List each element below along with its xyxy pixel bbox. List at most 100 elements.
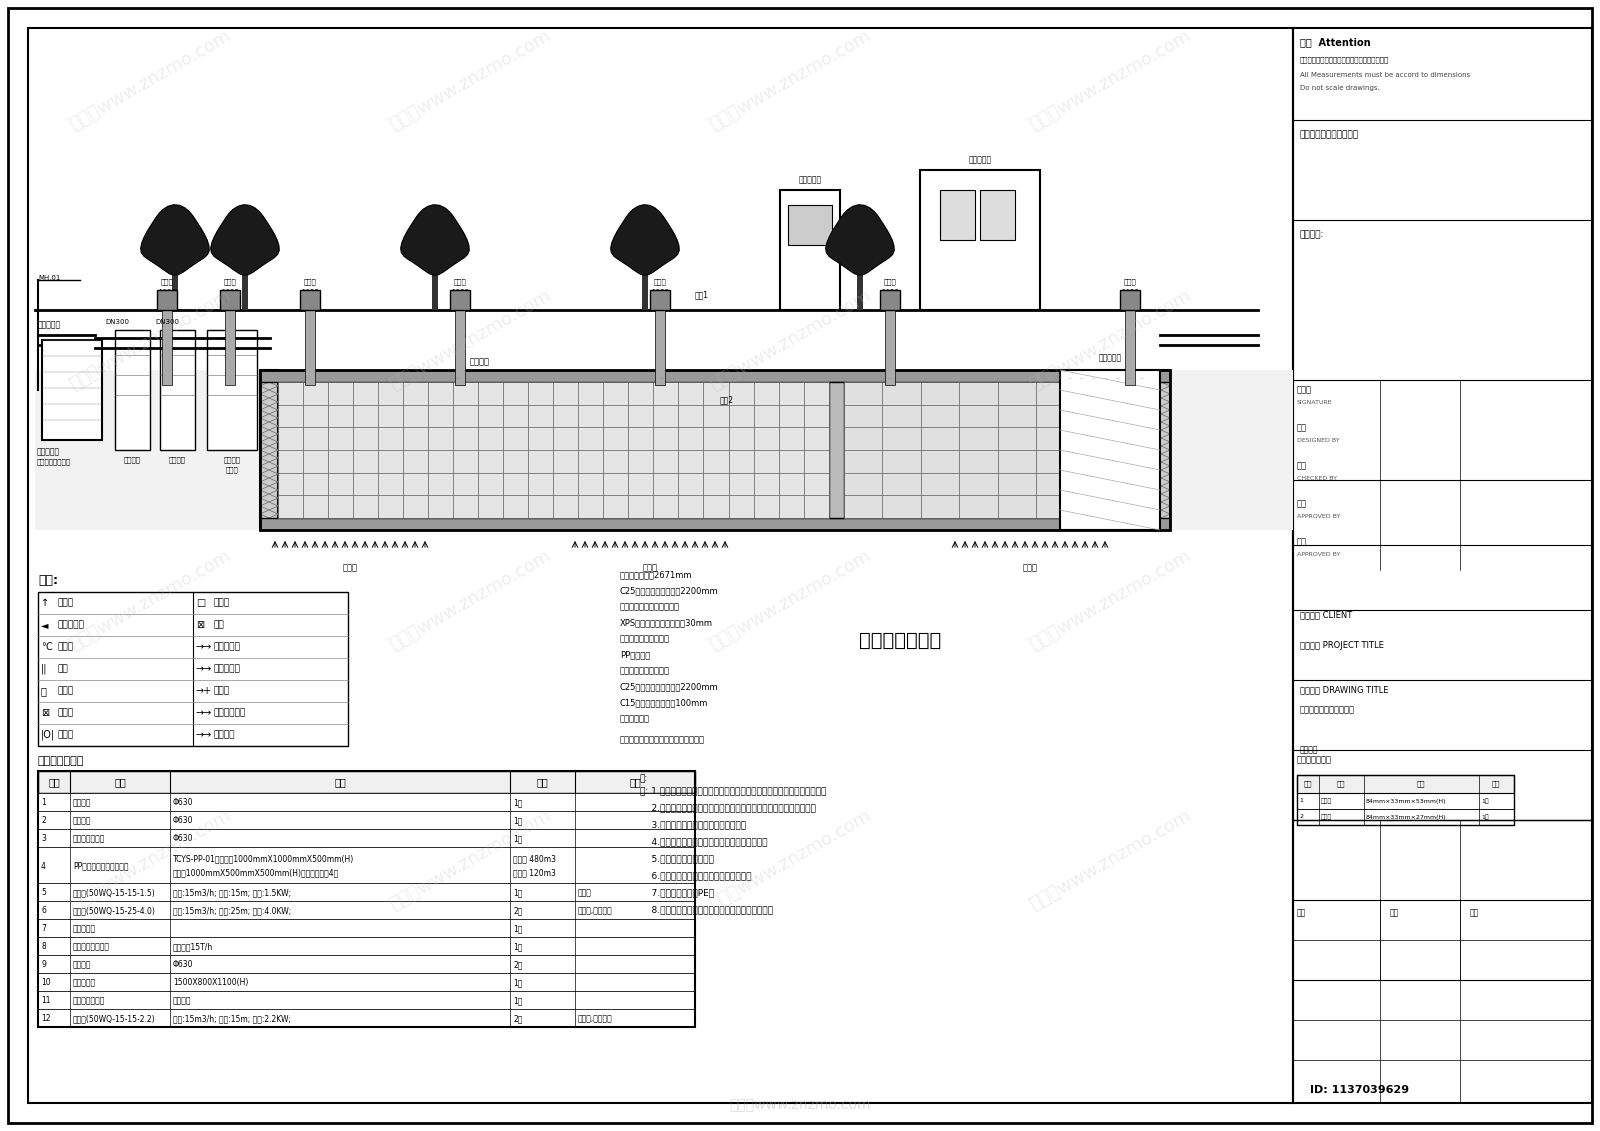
Bar [354, 473, 378, 495]
Text: 弃流装置: 弃流装置 [74, 817, 91, 826]
Text: 设计字: 设计字 [1298, 386, 1312, 395]
Text: 4.本系统球竪工，并应设计配合认后方可施工。: 4.本系统球竪工，并应设计配合认后方可施工。 [640, 837, 768, 846]
Text: ⊠: ⊠ [42, 708, 50, 718]
Text: 知天网www.znzmo.com: 知天网www.znzmo.com [1026, 806, 1194, 914]
Text: 回用泵: 回用泵 [1022, 563, 1037, 572]
Bar [960, 495, 998, 518]
Bar [885, 310, 894, 385]
Bar [354, 495, 378, 518]
Text: 1套: 1套 [514, 996, 522, 1005]
Text: 检修口: 检修口 [1123, 278, 1136, 285]
Bar [302, 450, 328, 473]
Text: 5.设备间内有防潮措施。: 5.设备间内有防潮措施。 [640, 855, 714, 863]
Bar [115, 330, 150, 450]
Text: .: . [517, 371, 520, 381]
Text: 2台: 2台 [514, 1015, 522, 1024]
Bar [1075, 405, 1114, 428]
Bar [704, 382, 728, 405]
Text: .: . [973, 371, 976, 381]
Text: 配套交献: 配套交献 [173, 996, 192, 1005]
Text: →→: →→ [195, 642, 213, 651]
Text: 8.弃流量不具备弃至其他管道，则就地入渗弃流。: 8.弃流量不具备弃至其他管道，则就地入渗弃流。 [640, 906, 773, 915]
Bar [528, 473, 554, 495]
Bar [259, 370, 1170, 530]
Text: 5: 5 [42, 888, 46, 897]
Text: .: . [637, 371, 640, 381]
Text: .: . [829, 371, 832, 381]
Text: .: . [373, 371, 376, 381]
Text: .: . [312, 371, 315, 381]
Text: 项目名称 PROJECT TITLE: 项目名称 PROJECT TITLE [1299, 640, 1384, 649]
Text: （甲方土建提供）: （甲方土建提供） [37, 459, 70, 465]
Text: 流量:15m3/h; 扬程:15m; 功率:2.2KW;: 流量:15m3/h; 扬程:15m; 功率:2.2KW; [173, 1015, 291, 1024]
Text: 12: 12 [42, 1015, 51, 1024]
Text: 备注: 备注 [1491, 780, 1501, 787]
Text: .: . [661, 371, 664, 381]
Bar [858, 271, 862, 310]
Text: 复合滤过滤装置: 复合滤过滤装置 [74, 834, 106, 843]
Text: 截污泵: 截污泵 [342, 563, 357, 572]
Bar [920, 450, 960, 473]
Text: .: . [1056, 371, 1059, 381]
Bar [578, 428, 603, 450]
Bar [1298, 793, 1514, 809]
Text: 检修口: 检修口 [883, 278, 896, 285]
Bar [226, 310, 235, 385]
Bar [173, 271, 178, 310]
Text: MH.01: MH.01 [38, 275, 61, 280]
Bar [429, 450, 453, 473]
Bar [403, 450, 429, 473]
Text: 1: 1 [42, 798, 46, 808]
Text: 1套: 1套 [514, 924, 522, 933]
Bar [1037, 382, 1075, 405]
Text: .: . [504, 371, 507, 381]
Text: .: . [552, 371, 555, 381]
Text: .: . [349, 371, 352, 381]
Bar [920, 495, 960, 518]
Bar [678, 450, 704, 473]
Text: Φ630: Φ630 [173, 798, 194, 808]
Text: Φ630: Φ630 [173, 817, 194, 826]
Text: 回用泵(50WQ-15-25-4.0): 回用泵(50WQ-15-25-4.0) [74, 906, 155, 915]
Bar [779, 473, 803, 495]
Bar [678, 428, 704, 450]
Text: .: . [888, 371, 891, 381]
Bar [653, 450, 678, 473]
Bar [653, 382, 678, 405]
Text: 2: 2 [1299, 814, 1302, 820]
Text: 1个: 1个 [514, 834, 522, 843]
Bar [378, 405, 403, 428]
Bar [629, 405, 653, 428]
Text: 图纸名称 DRAWING TITLE: 图纸名称 DRAWING TITLE [1299, 685, 1389, 694]
Bar [221, 290, 240, 310]
Bar [1075, 495, 1114, 518]
Polygon shape [611, 205, 678, 275]
Text: 雨水回用工艺图: 雨水回用工艺图 [859, 630, 941, 649]
Text: 潜水泵,一用一备: 潜水泵,一用一备 [578, 906, 613, 915]
Text: DESIGNED BY: DESIGNED BY [1298, 438, 1339, 442]
Bar [1075, 382, 1114, 405]
Bar [554, 495, 578, 518]
Text: Φ630: Φ630 [880, 290, 899, 295]
Text: 反冲洗管: 反冲洗管 [213, 731, 235, 740]
Text: .: . [384, 371, 387, 381]
Text: →+: →+ [195, 687, 213, 696]
Bar [42, 340, 102, 440]
Bar [728, 405, 754, 428]
Bar [642, 271, 648, 310]
Bar [998, 405, 1037, 428]
Text: 蝶阀: 蝶阀 [213, 621, 224, 630]
Text: SIGNATURE: SIGNATURE [1298, 399, 1333, 405]
Bar [578, 450, 603, 473]
Bar [478, 382, 504, 405]
Text: 弃流装置: 弃流装置 [168, 457, 186, 464]
Text: Φ630: Φ630 [301, 290, 320, 295]
Bar [882, 428, 920, 450]
Text: 1批: 1批 [1482, 814, 1488, 820]
Bar [653, 405, 678, 428]
Text: 砖砌设备间: 砖砌设备间 [968, 155, 992, 164]
Text: .: . [912, 371, 915, 381]
Bar [35, 370, 1293, 530]
Text: 知天网www.znzmo.com: 知天网www.znzmo.com [66, 286, 234, 394]
Text: 进出水井: 进出水井 [74, 960, 91, 969]
